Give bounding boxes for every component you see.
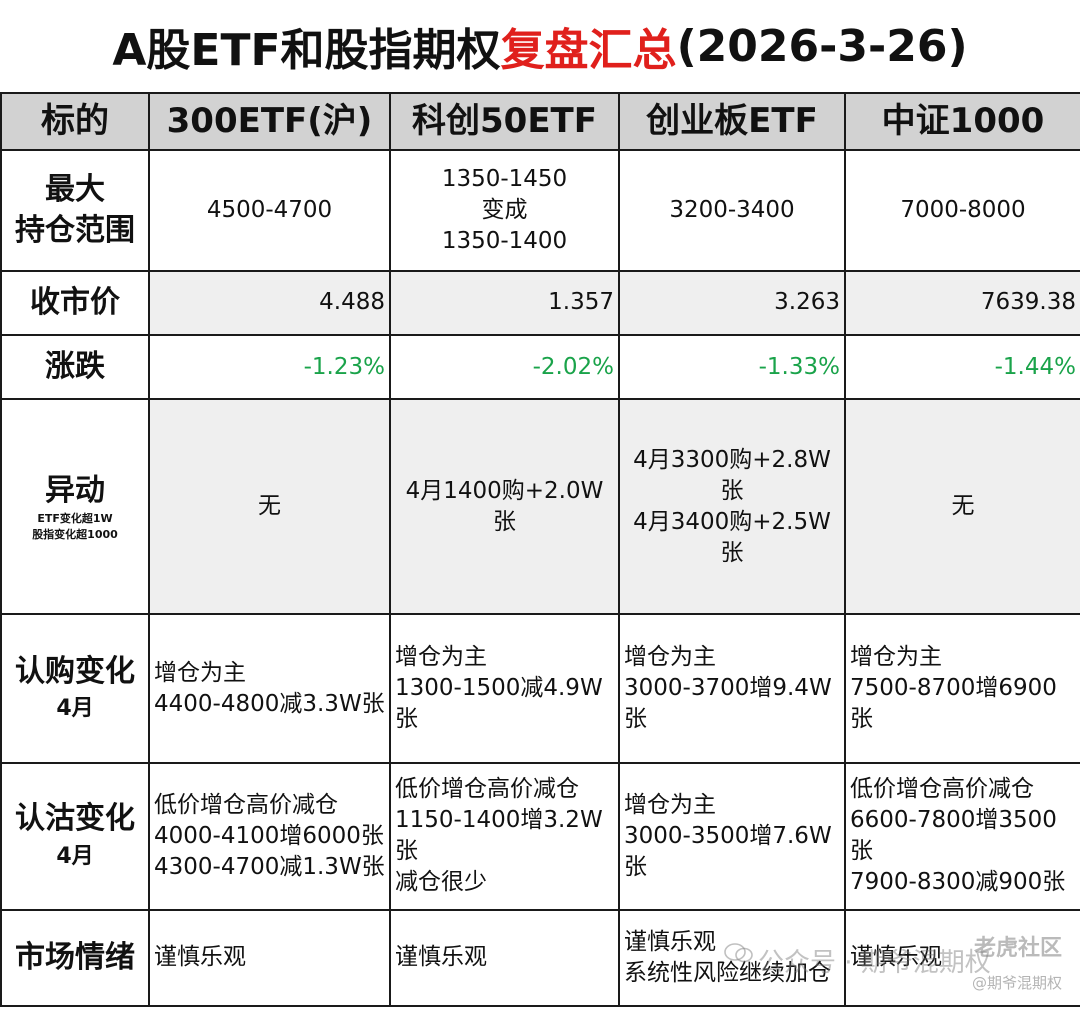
row-market-sentiment: 市场情绪 谨慎乐观 谨慎乐观 谨慎乐观 系统性风险继续加仓 谨慎乐观 bbox=[0, 908, 1080, 1008]
row-label-call: 认购变化 4月 bbox=[0, 613, 150, 764]
movement-note-etf: ETF变化超1W bbox=[37, 512, 113, 526]
cell-call-zz1000: 增仓为主 7500-8700增6900张 bbox=[844, 613, 1080, 764]
cell-change-zz1000: -1.44% bbox=[844, 334, 1080, 401]
row-abnormal-movement: 异动 ETF变化超1W 股指变化超1000 无 4月1400购+2.0W张 4月… bbox=[0, 398, 1080, 616]
title-suffix: (2026-3-26) bbox=[676, 20, 968, 72]
cell-change-kc50etf: -2.02% bbox=[389, 334, 620, 401]
row-label-close: 收市价 bbox=[0, 269, 150, 337]
row-label-change: 涨跌 bbox=[0, 334, 150, 401]
cell-put-kc50etf: 低价增仓高价减仓 1150-1400增3.2W张 减仓很少 bbox=[389, 761, 620, 911]
cell-put-300etf: 低价增仓高价减仓 4000-4100增6000张 4300-4700减1.3W张 bbox=[148, 761, 391, 911]
header-kc50etf: 科创50ETF bbox=[389, 91, 620, 152]
cell-sentiment-kc50etf: 谨慎乐观 bbox=[389, 908, 620, 1008]
cell-range-kc50etf: 1350-1450 变成 1350-1400 bbox=[389, 149, 620, 272]
cell-put-cybetf: 增仓为主 3000-3500增7.6W张 bbox=[618, 761, 846, 911]
cell-close-cybetf: 3.263 bbox=[618, 269, 846, 337]
cell-sentiment-300etf: 谨慎乐观 bbox=[148, 908, 391, 1008]
cell-change-cybetf: -1.33% bbox=[618, 334, 846, 401]
cell-close-kc50etf: 1.357 bbox=[389, 269, 620, 337]
header-zz1000: 中证1000 bbox=[844, 91, 1080, 152]
title-prefix: A股ETF和股指期权 bbox=[112, 25, 501, 76]
row-max-position-range: 最大 持仓范围 4500-4700 1350-1450 变成 1350-1400… bbox=[0, 149, 1080, 272]
cell-movement-300etf: 无 bbox=[148, 398, 391, 616]
cell-call-300etf: 增仓为主 4400-4800减3.3W张 bbox=[148, 613, 391, 764]
cell-call-kc50etf: 增仓为主 1300-1500减4.9W张 bbox=[389, 613, 620, 764]
row-label-movement: 异动 ETF变化超1W 股指变化超1000 bbox=[0, 398, 150, 616]
cell-range-cybetf: 3200-3400 bbox=[618, 149, 846, 272]
header-cybetf: 创业板ETF bbox=[618, 91, 846, 152]
row-put-change: 认沽变化 4月 低价增仓高价减仓 4000-4100增6000张 4300-4700… bbox=[0, 761, 1080, 911]
cell-change-300etf: -1.23% bbox=[148, 334, 391, 401]
cell-range-300etf: 4500-4700 bbox=[148, 149, 391, 272]
row-close-price: 收市价 4.488 1.357 3.263 7639.38 bbox=[0, 269, 1080, 337]
cell-put-zz1000: 低价增仓高价减仓 6600-7800增3500张 7900-8300减900张 bbox=[844, 761, 1080, 911]
header-label: 标的 bbox=[0, 91, 150, 152]
cell-close-300etf: 4.488 bbox=[148, 269, 391, 337]
row-change: 涨跌 -1.23% -2.02% -1.33% -1.44% bbox=[0, 334, 1080, 401]
cell-call-cybetf: 增仓为主 3000-3700增9.4W张 bbox=[618, 613, 846, 764]
summary-table: 标的 300ETF(沪) 科创50ETF 创业板ETF 中证1000 最大 持仓… bbox=[0, 91, 1080, 1008]
page-title: A股ETF和股指期权 复盘汇总 (2026-3-26) bbox=[0, 0, 1080, 92]
row-call-change: 认购变化 4月 增仓为主 4400-4800减3.3W张 增仓为主 1300-150… bbox=[0, 613, 1080, 764]
cell-movement-zz1000: 无 bbox=[844, 398, 1080, 616]
cell-close-zz1000: 7639.38 bbox=[844, 269, 1080, 337]
header-row: 标的 300ETF(沪) 科创50ETF 创业板ETF 中证1000 bbox=[0, 91, 1080, 152]
cell-movement-kc50etf: 4月1400购+2.0W张 bbox=[389, 398, 620, 616]
cell-sentiment-cybetf: 谨慎乐观 系统性风险继续加仓 bbox=[618, 908, 846, 1008]
cell-movement-cybetf: 4月3300购+2.8W张 4月3400购+2.5W张 bbox=[618, 398, 846, 616]
title-highlight: 复盘汇总 bbox=[500, 25, 677, 76]
row-label-put: 认沽变化 4月 bbox=[0, 761, 150, 911]
cell-range-zz1000: 7000-8000 bbox=[844, 149, 1080, 272]
header-300etf: 300ETF(沪) bbox=[148, 91, 391, 152]
cell-sentiment-zz1000: 谨慎乐观 bbox=[844, 908, 1080, 1008]
movement-note-index: 股指变化超1000 bbox=[32, 528, 118, 542]
row-label-range: 最大 持仓范围 bbox=[0, 149, 150, 272]
row-label-sentiment: 市场情绪 bbox=[0, 908, 150, 1008]
